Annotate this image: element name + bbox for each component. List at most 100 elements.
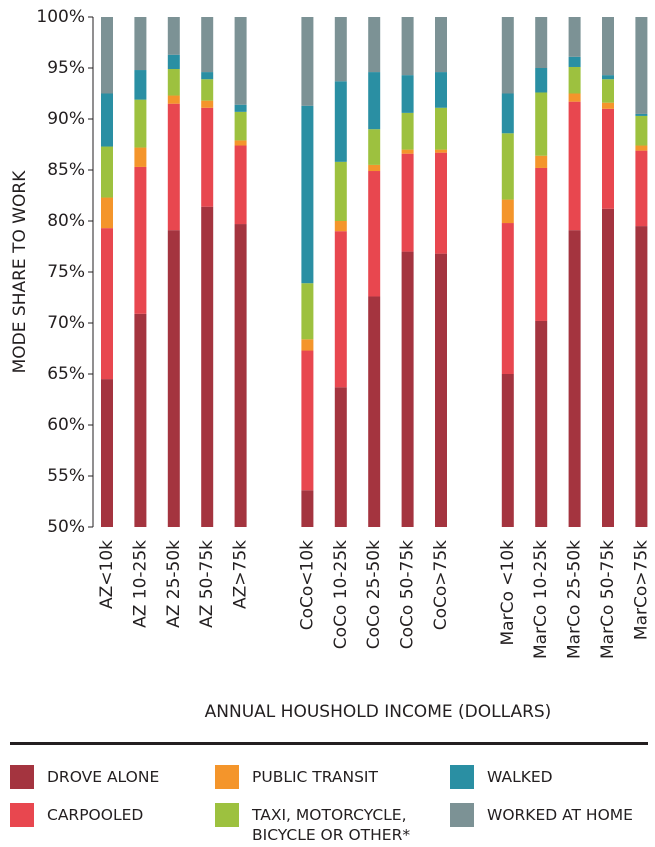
bar-segment [401,153,414,252]
bar-segment [134,99,147,148]
bar-segment [167,230,180,527]
bar-segment [501,133,514,200]
legend-label: PUBLIC TRANSIT [252,768,378,786]
legend-item: TAXI, MOTORCYCLE, BICYCLE OR OTHER* [215,803,430,845]
bar-segment [401,251,414,527]
bar-segment [401,112,414,150]
bar-segment [234,104,247,112]
y-tick-label: 100% [36,7,85,27]
bar-segment [201,107,214,207]
x-tick-label: MarCo 10-25k [531,540,551,659]
legend-item: DROVE ALONE [10,765,225,789]
bar-segment [134,313,147,527]
bar-segment [201,79,214,101]
bar-segment [101,228,113,380]
bar-segment [167,69,180,96]
x-tick-label: AZ 25-50k [164,540,184,628]
x-tick-label: CoCo<10k [297,540,317,630]
bar-segment [568,230,581,527]
y-tick-label: 90% [47,109,85,129]
bar-segment [334,221,347,232]
y-tick-label: 70% [47,313,85,333]
bar-segment [568,56,581,67]
bar-segment [301,490,314,527]
bar-segment [535,17,548,68]
bar-segment [535,155,548,168]
x-tick-label: CoCo 10-25k [331,540,351,649]
bar-segment [635,150,648,227]
bar-segment [635,115,648,146]
bar-segment [201,206,214,527]
bar-segment [635,17,648,114]
bar-segment [167,54,180,70]
bar-segment [301,105,314,284]
bar-segment [602,79,614,103]
bar-segment [501,93,514,134]
bar-segment [334,81,347,162]
x-tick-label: MarCo 25-50k [565,540,585,659]
x-tick-label: CoCo 25-50k [364,540,384,649]
bar-segment [535,68,548,93]
x-tick-label: MarCo 50-75k [598,540,618,659]
bar-segment [301,17,314,106]
bar-segment [368,164,381,172]
bar-segment [201,17,214,73]
legend-label: CARPOOLED [47,806,144,824]
bar-segment [602,208,614,527]
legend-swatch [215,803,239,827]
x-tick-label: AZ 50-75k [197,540,217,628]
bar-segment [101,197,113,229]
bar-segment [501,199,514,224]
bar-segment [435,253,447,527]
bar-segment [535,167,548,321]
bar-segment [301,350,314,491]
bar-segment [167,95,180,104]
bar-segment [334,17,347,82]
bar-segment [568,66,581,94]
bar-segment [401,149,414,154]
bar-segment [334,161,347,221]
bar-segment [602,102,614,109]
y-axis-label: MODE SHARE TO WORK [10,170,30,374]
bar-segment [635,113,648,116]
legend-swatch [450,765,474,789]
bar-segment [568,17,581,57]
x-tick-label: AZ<10k [97,540,117,609]
bar-segment [101,146,113,198]
bar-segment [134,166,147,314]
bar-segment [301,283,314,340]
x-tick-label: CoCo 50-75k [398,540,418,649]
bar-segment [435,149,447,153]
bar-segment [501,17,514,94]
x-tick-label: MarCo>75k [631,540,651,640]
bar-segment [635,226,648,527]
separator [10,742,648,745]
legend-item: WALKED [450,765,655,789]
bar-segment [501,374,514,527]
bar-segment [201,72,214,80]
bar-segment [101,93,113,147]
bar-segment [401,75,414,113]
bar-segment [368,72,381,130]
bar-segment [234,224,247,527]
y-tick-label: 50% [47,517,85,537]
y-tick-label: 65% [47,364,85,384]
y-tick-label: 55% [47,466,85,486]
bar-segment [201,100,214,108]
bar-segment [234,145,247,225]
legend-item: CARPOOLED [10,803,225,827]
chart: MODE SHARE TO WORK ANNUAL HOUSHOLD INCOM… [10,7,651,722]
bar-segment [401,17,414,76]
bar-segment [435,17,447,73]
bar-segment [167,103,180,231]
bar-segment [134,17,147,71]
y-tick-label: 80% [47,211,85,231]
legend-label: WORKED AT HOME [487,806,633,824]
y-tick-label: 60% [47,415,85,435]
x-tick-label: AZ>75k [231,540,251,609]
bar-segment [334,231,347,388]
bar-segment [101,17,113,94]
legend-label: WALKED [487,768,553,786]
bar-segment [435,107,447,150]
bar-segment [602,108,614,209]
